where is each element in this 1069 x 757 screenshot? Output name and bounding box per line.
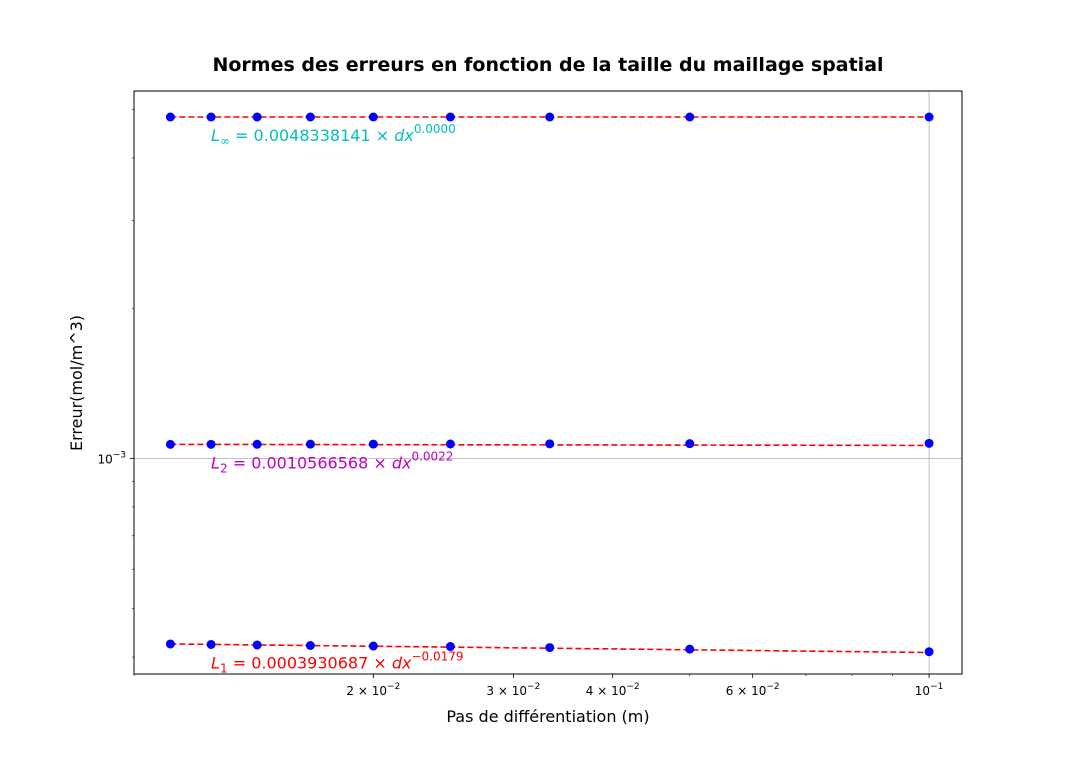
x-tick-mantissa: 2	[346, 684, 354, 698]
data-point-linf	[445, 112, 455, 122]
grid-lines	[134, 91, 962, 674]
y-tick-base: 10	[97, 453, 112, 467]
annotation-exponent: 0.0000	[414, 122, 456, 136]
y-tick-label: 10−3	[97, 451, 126, 467]
x-tick-base: × 10	[354, 684, 387, 698]
data-point-linf	[924, 112, 934, 122]
x-tick-exponent: −2	[527, 682, 540, 692]
data-point-l2	[445, 439, 455, 449]
x-tick-label: 6 × 10−2	[726, 682, 780, 698]
data-point-l1	[206, 639, 216, 649]
y-axis-ticks: 10−3	[97, 109, 134, 658]
annotation-symbol: L	[211, 453, 220, 472]
x-tick-mantissa: 6	[726, 684, 734, 698]
data-point-l2	[368, 439, 378, 449]
x-tick-base: 10	[915, 684, 930, 698]
annotation-variable: dx	[392, 653, 412, 672]
annotation-variable: dx	[394, 126, 414, 145]
x-axis-label: Pas de différentiation (m)	[446, 707, 649, 726]
data-point-linf	[368, 112, 378, 122]
x-axis-ticks: 2 × 10−2 3 × 10−2 4 × 10−2 6 × 10−2 10−1	[133, 674, 944, 698]
data-point-linf	[305, 112, 315, 122]
data-point-linf	[206, 112, 216, 122]
data-point-l1	[924, 647, 934, 657]
data-point-linf	[252, 112, 262, 122]
data-point-l1	[305, 640, 315, 650]
annotation-linf: L∞ = 0.0048338141 × dx0.0000	[211, 122, 456, 148]
data-point-l1	[252, 640, 262, 650]
data-point-l1	[368, 641, 378, 651]
annotation-l1: L1 = 0.0003930687 × dx−0.0179	[211, 649, 463, 675]
annotation-variable: dx	[392, 453, 412, 472]
data-point-l1	[685, 644, 695, 654]
data-point-l1	[165, 639, 175, 649]
data-point-l2	[924, 438, 934, 448]
x-tick-base: × 10	[494, 684, 527, 698]
x-tick-exponent: −2	[387, 682, 400, 692]
annotation-coefficient: = 0.0048338141 ×	[230, 126, 394, 145]
y-tick-exponent: −3	[113, 451, 126, 461]
data-point-linf	[165, 112, 175, 122]
data-point-l2	[252, 439, 262, 449]
data-point-l2	[165, 439, 175, 449]
y-axis-label: Erreur(mol/m^3)	[67, 315, 86, 451]
x-tick-base: × 10	[733, 684, 766, 698]
annotation-symbol: L	[211, 653, 220, 672]
annotation-subscript: 2	[220, 461, 228, 475]
x-tick-label: 10−1	[915, 682, 944, 698]
data-point-l2	[685, 439, 695, 449]
annotation-exponent: 0.0022	[411, 449, 453, 463]
annotation-subscript: ∞	[220, 134, 230, 148]
annotation-subscript: 1	[220, 661, 228, 675]
data-point-l1	[445, 642, 455, 652]
x-tick-label: 3 × 10−2	[486, 682, 540, 698]
x-tick-exponent: −1	[930, 682, 943, 692]
x-tick-mantissa: 3	[486, 684, 494, 698]
x-tick-exponent: −2	[626, 682, 639, 692]
x-tick-exponent: −2	[766, 682, 779, 692]
x-tick-mantissa: 4	[586, 684, 594, 698]
data-point-l2	[305, 439, 315, 449]
annotation-coefficient: = 0.0003930687 ×	[228, 653, 392, 672]
data-point-linf	[545, 112, 555, 122]
data-point-l1	[545, 643, 555, 653]
x-tick-label: 2 × 10−2	[346, 682, 400, 698]
x-tick-label: 4 × 10−2	[586, 682, 640, 698]
x-tick-base: × 10	[593, 684, 626, 698]
plot-frame	[133, 90, 963, 675]
data-points	[165, 112, 934, 657]
data-point-l2	[545, 439, 555, 449]
annotation-symbol: L	[211, 126, 220, 145]
annotation-l2: L2 = 0.0010566568 × dx0.0022	[211, 449, 453, 475]
data-point-l2	[206, 439, 216, 449]
data-point-linf	[685, 112, 695, 122]
chart-title: Normes des erreurs en fonction de la tai…	[212, 54, 883, 76]
annotation-coefficient: = 0.0010566568 ×	[228, 453, 392, 472]
annotation-exponent: −0.0179	[411, 649, 463, 663]
